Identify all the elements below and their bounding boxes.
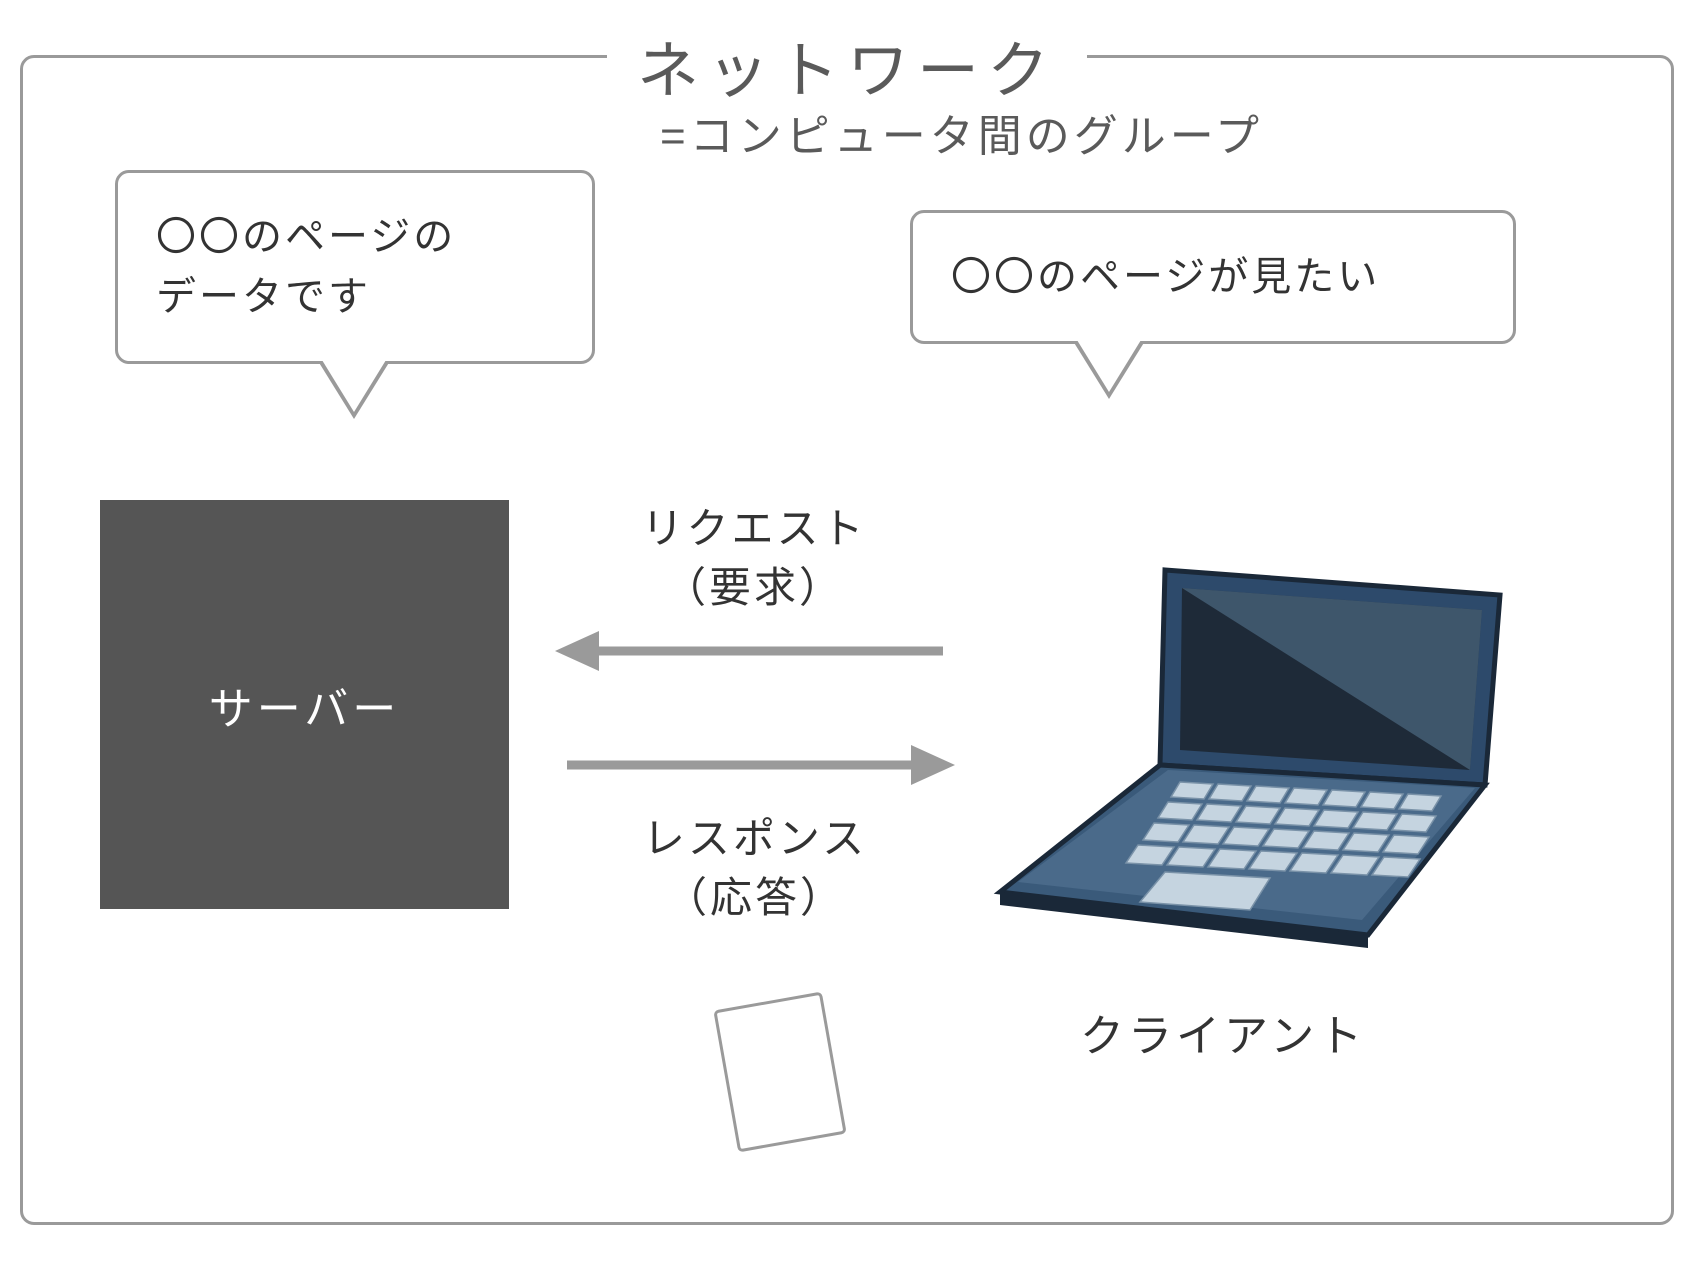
request-label-line2: （要求） (664, 564, 844, 611)
client-label: クライアント (1080, 1000, 1366, 1064)
response-arrow-icon (555, 742, 955, 788)
request-label: リクエスト （要求） (624, 500, 884, 618)
server-bubble-line2: データです (156, 275, 371, 319)
server-bubble-line1: 〇〇のページの (156, 215, 456, 259)
client-speech-bubble: 〇〇のページが見たい (910, 210, 1516, 344)
response-label-line2: （応答） (665, 874, 845, 921)
server-speech-bubble: 〇〇のページの データです (115, 170, 595, 364)
laptop-icon (970, 560, 1530, 950)
client-bubble-text: 〇〇のページが見たい (951, 255, 1380, 299)
frame-subtitle: =コンピュータ間のグループ (660, 100, 1263, 164)
response-label-line1: レスポンス (643, 815, 867, 862)
response-label: レスポンス （応答） (610, 810, 900, 928)
server-label: サーバー (209, 673, 401, 737)
server-box: サーバー (100, 500, 509, 909)
request-arrow-icon (555, 628, 955, 674)
frame-title: ネットワーク (607, 20, 1087, 110)
request-label-line1: リクエスト (641, 505, 866, 552)
